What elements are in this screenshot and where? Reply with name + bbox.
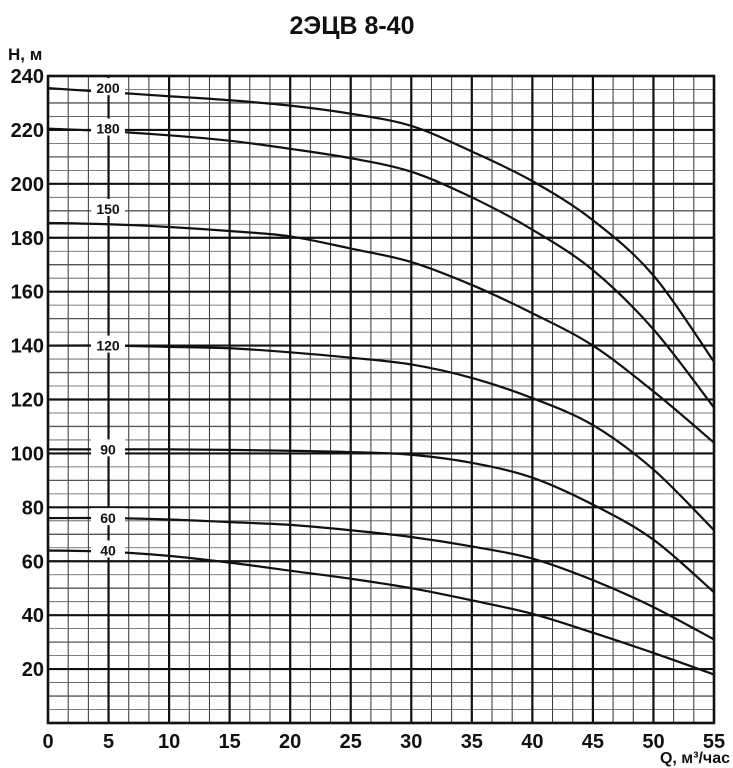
curve-label-bg: [91, 78, 125, 96]
curve-label-200: 200: [96, 80, 120, 96]
curve-label-180: 180: [96, 121, 120, 137]
curve-label-120: 120: [96, 338, 120, 354]
x-tick-label: 35: [461, 731, 483, 753]
curve-label-bg: [91, 439, 125, 457]
y-tick-label: 180: [11, 228, 44, 250]
curve-180: [47, 127, 715, 409]
x-tick-label: 55: [703, 731, 725, 753]
plot-frame: [46, 74, 716, 725]
x-tick-label: 10: [158, 731, 180, 753]
curves: 200 180 150 120 90 60 40: [47, 78, 715, 676]
y-tick-label: 40: [22, 605, 44, 627]
curve-label-bg: [91, 118, 125, 136]
curve-label-40: 40: [100, 542, 116, 558]
curve-200: [47, 87, 715, 363]
y-tick-label: 220: [11, 120, 44, 142]
x-tick-label: 50: [642, 731, 664, 753]
x-tick-label: 45: [582, 731, 604, 753]
x-tick-label: 40: [521, 731, 543, 753]
x-tick-label: 15: [219, 731, 241, 753]
y-tick-label: 240: [11, 66, 44, 88]
y-tick-label: 80: [22, 497, 44, 519]
x-axis-label: Q, м³/час: [660, 750, 730, 767]
curve-90: [48, 448, 715, 594]
x-tick-label: 30: [400, 731, 422, 753]
curve-60: [47, 516, 715, 641]
x-tick-label: 20: [279, 731, 301, 753]
x-tick-label: 0: [42, 731, 53, 753]
y-tick-label: 160: [11, 282, 44, 304]
y-tick-label: 60: [22, 551, 44, 573]
curve-label-bg: [91, 198, 125, 216]
y-tick-label: 100: [11, 443, 44, 465]
curve-150: [47, 221, 715, 444]
grid: [46, 74, 716, 725]
curve-label-90: 90: [100, 441, 116, 457]
chart-title: 2ЭЦВ 8-40: [290, 12, 415, 40]
y-tick-label: 200: [11, 174, 44, 196]
curve-label-bg: [91, 540, 125, 558]
y-tick-label: 120: [11, 390, 44, 412]
x-tick-label: 5: [103, 731, 114, 753]
y-tick-label: 20: [22, 659, 44, 681]
y-tick-label: 140: [11, 336, 44, 358]
curve-label-150: 150: [96, 201, 120, 217]
tick-labels: 0 5 10 15 20 25 30 35 40 45 50 55 20 40 60 80 100 120 140 1…: [11, 66, 726, 753]
x-tick-label: 25: [340, 731, 362, 753]
curve-label-bg: [91, 335, 125, 353]
curve-120: [47, 344, 715, 532]
curve-40: [47, 549, 715, 676]
curve-label-60: 60: [100, 510, 116, 526]
curve-label-bg: [91, 508, 125, 526]
y-axis-label: H, м: [8, 45, 42, 64]
